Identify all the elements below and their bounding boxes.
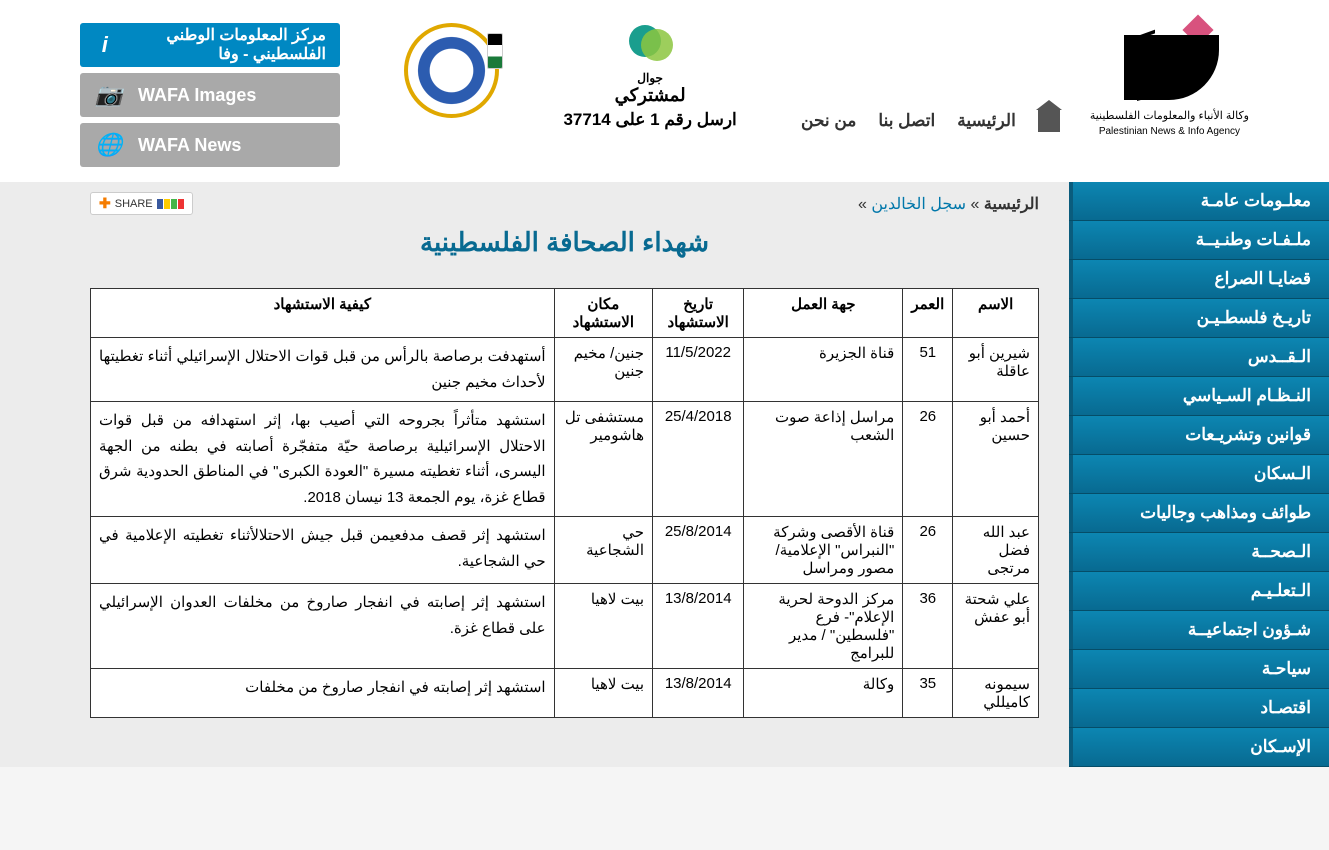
- main-content: الرئيسية » سجل الخالدين » ✚ SHARE شهداء …: [0, 182, 1069, 767]
- table-cell: 13/8/2014: [653, 584, 744, 669]
- page-title: شهداء الصحافة الفلسطينية: [90, 227, 1039, 258]
- table-cell: 13/8/2014: [653, 669, 744, 718]
- table-cell: بيت لاهيا: [554, 584, 652, 669]
- sidebar-item-8[interactable]: طوائف ومذاهب وجاليات: [1069, 494, 1329, 533]
- share-plus-icon: ✚: [99, 195, 111, 212]
- table-cell: 36: [903, 584, 953, 669]
- sidebar-item-0[interactable]: معلـومات عامـة: [1069, 182, 1329, 221]
- nav-home[interactable]: الرئيسية: [957, 111, 1016, 131]
- category-sidebar: معلـومات عامـةملـفـات وطنـيــةقضايـا الص…: [1069, 182, 1329, 767]
- table-cell: بيت لاهيا: [554, 669, 652, 718]
- table-cell: شيرين أبو عاقلة: [953, 338, 1039, 402]
- jawwal-label: جوال: [563, 71, 736, 85]
- table-cell: مستشفى تل هاشومير: [554, 402, 652, 517]
- sidebar-item-6[interactable]: قوانين وتشريـعات: [1069, 416, 1329, 455]
- share-color-icons: [157, 199, 184, 209]
- table-header-row: الاسمالعمرجهة العملتاريخ الاستشهادمكان ا…: [91, 289, 1039, 338]
- share-label: SHARE: [115, 198, 153, 210]
- info-icon: i: [94, 30, 116, 60]
- page-header: WAFA وكالة الأنباء والمعلومات الفلسطينية…: [0, 0, 1329, 182]
- home-icon[interactable]: [1038, 110, 1060, 132]
- news-button[interactable]: WAFA News 🌐: [80, 123, 340, 167]
- table-header-cell: مكان الاستشهاد: [554, 289, 652, 338]
- table-cell: 35: [903, 669, 953, 718]
- breadcrumb-sep: »: [858, 196, 867, 213]
- table-cell: علي شحتة أبو عفش: [953, 584, 1039, 669]
- table-cell: مراسل إذاعة صوت الشعب: [744, 402, 903, 517]
- globe-icon: 🌐: [94, 130, 124, 160]
- table-row: علي شحتة أبو عفش36مركز الدوحة لحرية الإع…: [91, 584, 1039, 669]
- table-cell: جنين/ مخيم جنين: [554, 338, 652, 402]
- subscribe-line2: ارسل رقم 1 على 37714: [563, 110, 736, 130]
- news-button-label: WAFA News: [138, 135, 241, 156]
- table-cell: 51: [903, 338, 953, 402]
- table-header-cell: جهة العمل: [744, 289, 903, 338]
- jawwal-logo: [625, 25, 675, 65]
- wafa-logo[interactable]: WAFA وكالة الأنباء والمعلومات الفلسطينية…: [1090, 15, 1249, 137]
- table-row: سيمونه كاميللي35وكالة13/8/2014بيت لاهياا…: [91, 669, 1039, 718]
- table-cell: استشهد متأثراً بجروحه التي أصيب بها، إثر…: [91, 402, 555, 517]
- side-link-buttons: مركز المعلومات الوطني الفلسطيني - وفا i …: [80, 23, 340, 167]
- martyrs-table: الاسمالعمرجهة العملتاريخ الاستشهادمكان ا…: [90, 288, 1039, 718]
- table-cell: قناة الجزيرة: [744, 338, 903, 402]
- sidebar-item-9[interactable]: الـصحــة: [1069, 533, 1329, 572]
- table-cell: عبد الله فضل مرتجى: [953, 517, 1039, 584]
- table-cell: 25/8/2014: [653, 517, 744, 584]
- table-cell: أستهدفت برصاصة بالرأس من قبل قوات الاحتل…: [91, 338, 555, 402]
- logo-caption-en: Palestinian News & Info Agency: [1099, 126, 1240, 137]
- table-cell: سيمونه كاميللي: [953, 669, 1039, 718]
- table-header-cell: الاسم: [953, 289, 1039, 338]
- sidebar-item-2[interactable]: قضايـا الصراع: [1069, 260, 1329, 299]
- table-row: عبد الله فضل مرتجى26قناة الأقصى وشركة "ا…: [91, 517, 1039, 584]
- table-cell: 26: [903, 402, 953, 517]
- info-button-label: مركز المعلومات الوطني الفلسطيني - وفا: [130, 26, 326, 64]
- main-nav: الرئيسية اتصل بنا من نحن: [801, 110, 1060, 132]
- images-button-label: WAFA Images: [138, 85, 256, 106]
- table-header-cell: كيفية الاستشهاد: [91, 289, 555, 338]
- sidebar-item-13[interactable]: اقتصـاد: [1069, 689, 1329, 728]
- images-button[interactable]: WAFA Images 📷: [80, 73, 340, 117]
- table-cell: 25/4/2018: [653, 402, 744, 517]
- table-cell: استشهد إثر إصابته في انفجار صاروخ من مخل…: [91, 584, 555, 669]
- table-cell: وكالة: [744, 669, 903, 718]
- table-cell: أحمد أبو حسين: [953, 402, 1039, 517]
- sidebar-item-14[interactable]: الإسـكان: [1069, 728, 1329, 767]
- sidebar-item-10[interactable]: الـتعلـيـم: [1069, 572, 1329, 611]
- table-row: أحمد أبو حسين26مراسل إذاعة صوت الشعب25/4…: [91, 402, 1039, 517]
- table-header-cell: العمر: [903, 289, 953, 338]
- subscribe-line1: لمشتركي: [563, 85, 736, 106]
- g77-emblem: [404, 23, 499, 118]
- logo-word: WAFA: [1131, 30, 1162, 101]
- share-button[interactable]: ✚ SHARE: [90, 192, 193, 215]
- breadcrumb-home[interactable]: الرئيسية: [984, 196, 1039, 213]
- table-cell: 11/5/2022: [653, 338, 744, 402]
- table-row: شيرين أبو عاقلة51قناة الجزيرة11/5/2022جن…: [91, 338, 1039, 402]
- table-cell: استشهد إثر إصابته في انفجار صاروخ من مخل…: [91, 669, 555, 718]
- table-cell: حي الشجاعية: [554, 517, 652, 584]
- table-body: شيرين أبو عاقلة51قناة الجزيرة11/5/2022جن…: [91, 338, 1039, 718]
- sidebar-item-3[interactable]: تاريـخ فلسطـيـن: [1069, 299, 1329, 338]
- sidebar-item-12[interactable]: سياحـة: [1069, 650, 1329, 689]
- nav-about[interactable]: من نحن: [801, 111, 856, 131]
- sidebar-item-11[interactable]: شـؤون اجتماعيــة: [1069, 611, 1329, 650]
- breadcrumb-l1[interactable]: سجل الخالدين: [871, 196, 966, 213]
- breadcrumb-sep: »: [971, 196, 980, 213]
- sidebar-item-4[interactable]: الـقــدس: [1069, 338, 1329, 377]
- subscribe-block: جوال لمشتركي ارسل رقم 1 على 37714: [563, 25, 736, 130]
- camera-icon: 📷: [94, 80, 124, 110]
- sidebar-item-5[interactable]: النـظـام السـياسي: [1069, 377, 1329, 416]
- info-center-button[interactable]: مركز المعلومات الوطني الفلسطيني - وفا i: [80, 23, 340, 67]
- logo-caption-ar: وكالة الأنباء والمعلومات الفلسطينية: [1090, 109, 1249, 122]
- breadcrumb: الرئيسية » سجل الخالدين » ✚ SHARE: [90, 192, 1039, 215]
- sidebar-item-1[interactable]: ملـفـات وطنـيــة: [1069, 221, 1329, 260]
- nav-contact[interactable]: اتصل بنا: [878, 111, 935, 131]
- table-header-cell: تاريخ الاستشهاد: [653, 289, 744, 338]
- sidebar-item-7[interactable]: الـسكان: [1069, 455, 1329, 494]
- table-cell: استشهد إثر قصف مدفعيمن قبل جيش الاحتلالأ…: [91, 517, 555, 584]
- table-cell: 26: [903, 517, 953, 584]
- table-cell: قناة الأقصى وشركة "النبراس" الإعلامية/ م…: [744, 517, 903, 584]
- table-cell: مركز الدوحة لحرية الإعلام"- فرع "فلسطين"…: [744, 584, 903, 669]
